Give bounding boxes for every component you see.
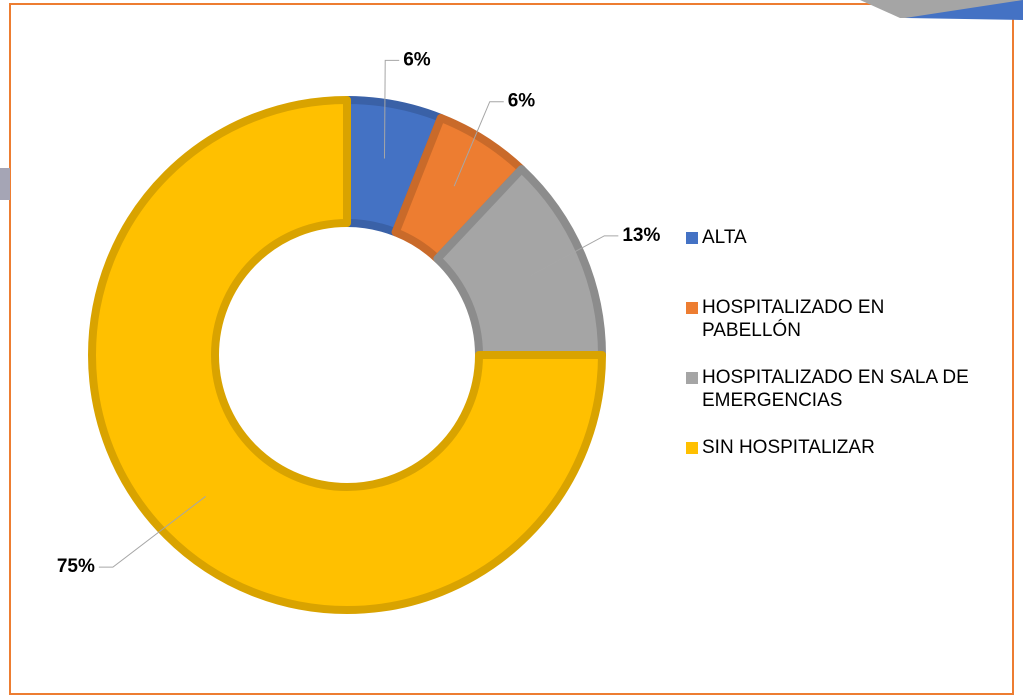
leader-line bbox=[530, 235, 619, 277]
legend-label: HOSPITALIZADO EN SALA DE EMERGENCIAS bbox=[702, 367, 969, 411]
legend-item: HOSPITALIZADO EN SALA DE EMERGENCIAS bbox=[686, 366, 976, 436]
data-label: 13% bbox=[622, 225, 660, 246]
legend-label: ALTA bbox=[702, 227, 747, 248]
data-label: 6% bbox=[403, 49, 431, 70]
legend-swatch bbox=[686, 442, 698, 454]
frame bbox=[9, 3, 1014, 695]
leader-line bbox=[453, 101, 504, 187]
legend-item: HOSPITALIZADO EN PABELLÓN bbox=[686, 296, 976, 366]
leader-line bbox=[98, 496, 206, 568]
decoration bbox=[905, 0, 1023, 20]
leader-line bbox=[383, 59, 400, 159]
legend-swatch bbox=[686, 372, 698, 384]
data-label: 6% bbox=[508, 91, 536, 112]
legend-swatch bbox=[686, 232, 698, 244]
donut-slice bbox=[88, 96, 606, 614]
legend-item: SIN HOSPITALIZAR bbox=[686, 436, 976, 506]
legend-swatch bbox=[686, 302, 698, 314]
legend-item: ALTA bbox=[686, 226, 976, 296]
decoration bbox=[0, 168, 10, 200]
legend-label: SIN HOSPITALIZAR bbox=[702, 437, 875, 458]
legend: ALTA HOSPITALIZADO EN PABELLÓN HOSPITALIZA… bbox=[686, 226, 976, 506]
legend-label: HOSPITALIZADO EN PABELLÓN bbox=[702, 297, 885, 341]
data-label: 75% bbox=[57, 556, 95, 577]
